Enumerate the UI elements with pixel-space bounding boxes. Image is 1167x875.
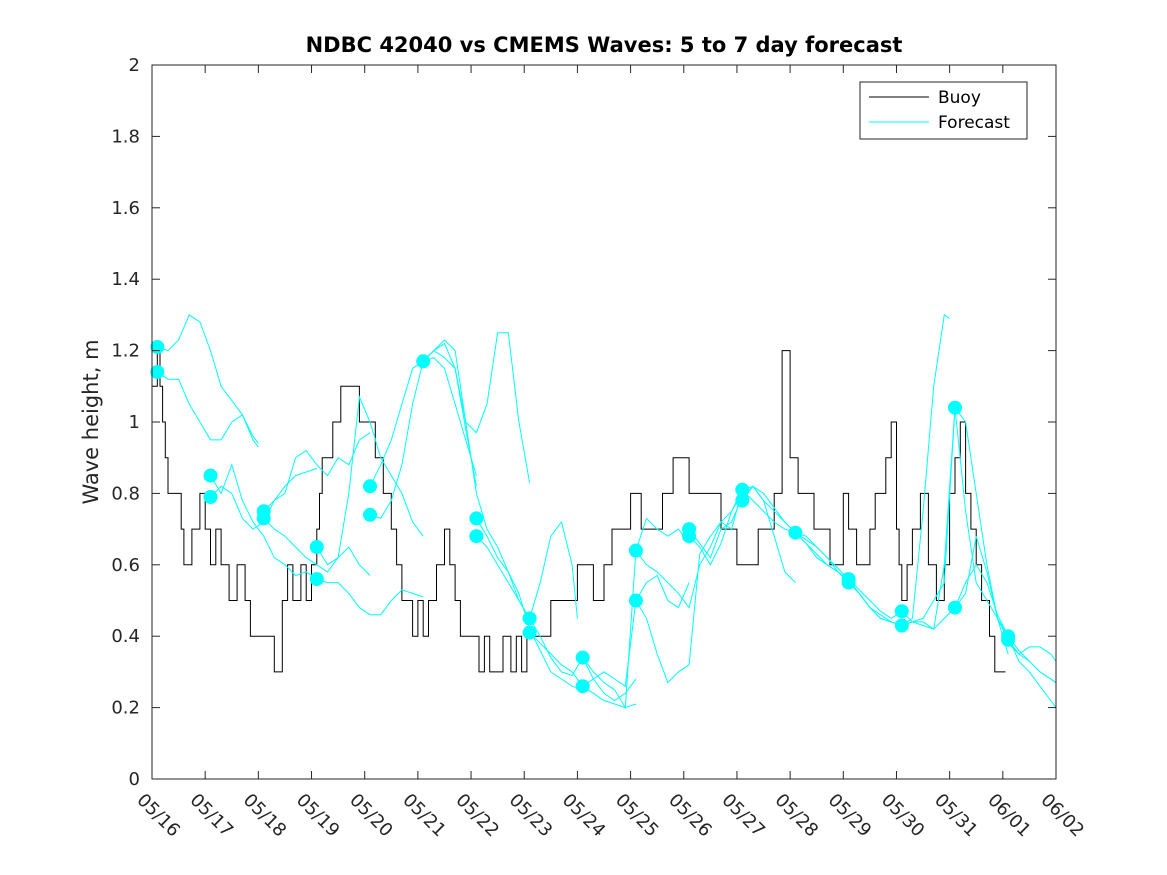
forecast-markers — [150, 340, 1016, 694]
legend: Buoy Forecast — [859, 81, 1028, 140]
y-tick-label: 2 — [129, 55, 140, 76]
forecast-marker — [575, 679, 590, 694]
forecast-marker — [948, 400, 962, 415]
forecast-marker — [203, 468, 218, 483]
forecast-line — [210, 463, 318, 580]
forecast-marker — [628, 543, 643, 558]
forecast-marker — [841, 575, 856, 590]
y-tick-label: 0.8 — [111, 483, 140, 504]
forecast-marker — [628, 593, 643, 608]
forecast-marker — [522, 625, 537, 640]
forecast-line — [263, 518, 371, 576]
forecast-line — [1007, 635, 1057, 684]
legend-box — [859, 81, 1028, 140]
forecast-marker — [735, 482, 750, 497]
y-tick-label: 1.6 — [111, 198, 140, 219]
forecast-marker — [469, 529, 484, 544]
forecast-marker — [256, 511, 271, 526]
buoy-line — [152, 350, 1006, 673]
forecast-marker — [469, 511, 484, 526]
y-tick-label: 0 — [129, 769, 140, 790]
forecast-line — [635, 493, 743, 609]
forecast-marker — [363, 507, 377, 522]
forecast-line — [263, 432, 371, 512]
forecast-marker — [894, 618, 909, 633]
forecast-marker — [363, 479, 377, 494]
forecast-line — [422, 332, 531, 483]
y-tick-label: 1.8 — [111, 126, 140, 147]
forecast-marker — [735, 493, 750, 508]
y-tick-label: 1.2 — [111, 341, 140, 362]
plot-background — [152, 65, 1056, 779]
legend-forecast-label: Forecast — [938, 113, 1010, 133]
forecast-marker — [522, 611, 537, 626]
forecast-line — [635, 489, 743, 684]
forecast-marker — [309, 572, 324, 587]
forecast-marker — [150, 365, 165, 379]
forecast-line — [316, 578, 424, 616]
y-tick-label: 0.6 — [111, 555, 140, 576]
forecast-marker — [203, 490, 218, 504]
y-tick-label: 0.4 — [111, 626, 140, 647]
y-tick-label: 1 — [129, 412, 140, 433]
forecast-line — [316, 395, 424, 566]
y-tick-label: 1.4 — [111, 269, 140, 290]
forecast-line — [422, 349, 531, 619]
forecast-marker — [1001, 632, 1016, 647]
forecast-marker — [894, 604, 909, 619]
legend-buoy-label: Buoy — [938, 88, 981, 108]
y-tick-label: 0.2 — [111, 698, 140, 719]
forecast-marker — [309, 540, 324, 554]
forecast-marker — [416, 354, 431, 369]
forecast-line — [157, 314, 259, 448]
buoy-series — [152, 350, 1006, 673]
forecast-line — [1007, 642, 1057, 662]
chart-title: NDBC 42040 vs CMEMS Waves: 5 to 7 day fo… — [306, 33, 903, 57]
forecast-marker — [575, 650, 590, 665]
y-axis-label: Wave height, m — [79, 339, 103, 504]
forecast-marker — [788, 525, 803, 540]
forecast-marker — [682, 529, 697, 544]
forecast-marker — [948, 600, 962, 615]
